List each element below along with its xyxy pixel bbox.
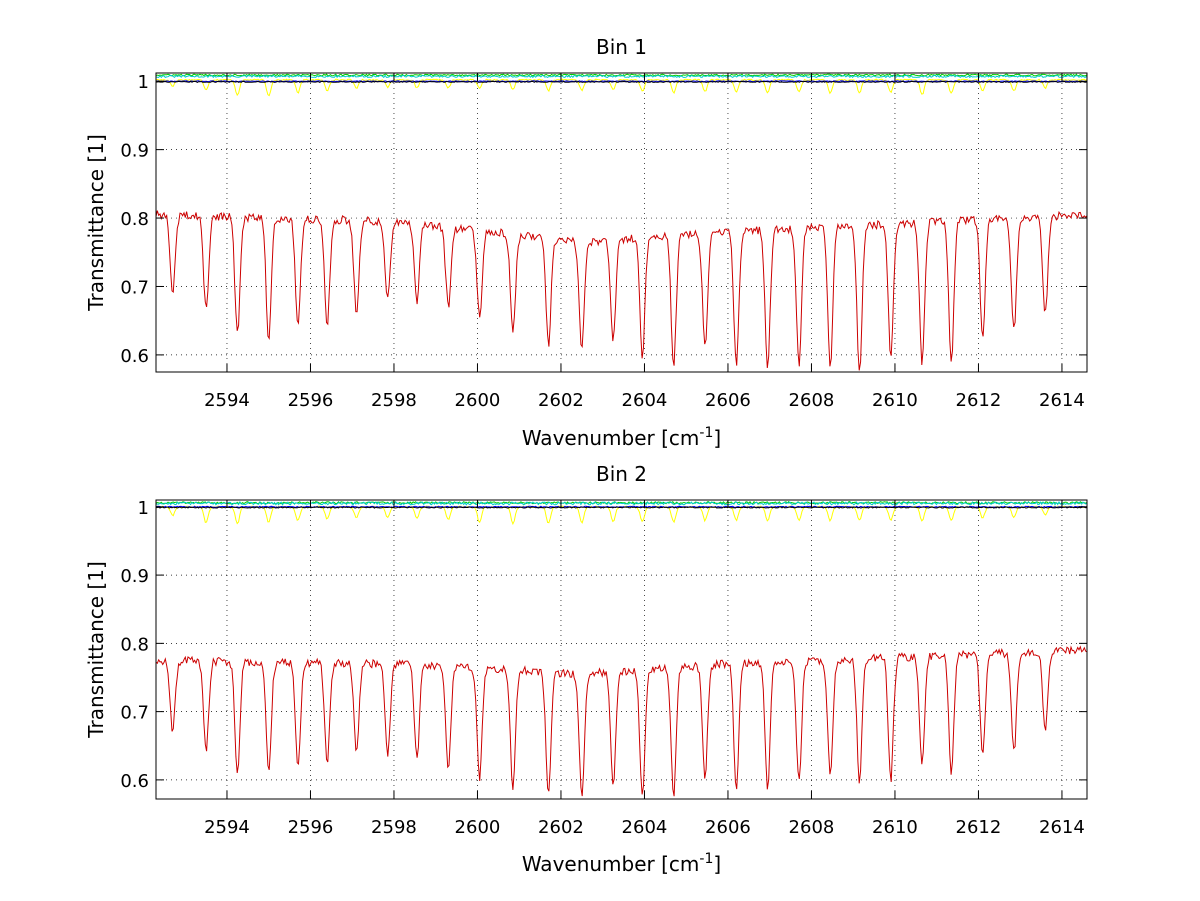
y-tick-label: 0.9 [120, 141, 149, 162]
ticks: 2594 2596 2598 2600 2602 2604 2606 2608 2610 2612… [120, 498, 1087, 838]
series-line-yellow [156, 505, 1087, 526]
series-line-red [156, 210, 1087, 371]
chart-title: Bin 2 [596, 462, 647, 486]
grid-lines [156, 73, 1087, 372]
x-tick-label: 2602 [538, 817, 584, 838]
chart-panel-bin-1: 2594 2596 2598 2600 2602 2604 2606 2608 2610 2612… [84, 35, 1088, 450]
series-line-red [156, 645, 1087, 797]
y-axis-label: Transmittance [1] [84, 561, 108, 739]
x-tick-label: 2606 [705, 817, 751, 838]
y-tick-label: 0.7 [120, 277, 149, 298]
x-axis-label-text: Wavenumber [cm [522, 426, 700, 450]
x-axis-label-end: ] [713, 852, 721, 876]
x-tick-label: 2596 [288, 390, 334, 411]
y-tick-label: 0.6 [120, 771, 149, 792]
x-tick-label: 2598 [371, 817, 417, 838]
x-tick-label: 2614 [1039, 390, 1085, 411]
x-tick-label: 2594 [204, 390, 250, 411]
x-axis-label-end: ] [713, 426, 721, 450]
chart-panel-bin-2: 2594 2596 2598 2600 2602 2604 2606 2608 2610 2612… [84, 462, 1088, 876]
y-axis-label: Transmittance [1] [84, 134, 108, 312]
ticks: 2594 2596 2598 2600 2602 2604 2606 2608 2610 2612… [120, 72, 1087, 411]
x-tick-label: 2608 [789, 390, 835, 411]
series-line-cyan [156, 501, 1087, 506]
series-line-black [156, 506, 1087, 509]
grid-lines [156, 500, 1087, 799]
y-tick-label: 1 [138, 72, 149, 93]
series-line-blue [156, 80, 1087, 83]
x-tick-label: 2600 [455, 817, 501, 838]
x-tick-label: 2614 [1039, 817, 1085, 838]
y-tick-label: 1 [138, 498, 149, 519]
y-tick-label: 0.9 [120, 566, 149, 587]
axes-box [155, 72, 1088, 373]
x-axis-label-text: Wavenumber [cm [522, 852, 700, 876]
x-tick-label: 2606 [705, 390, 751, 411]
x-tick-label: 2602 [538, 390, 584, 411]
x-tick-label: 2604 [622, 817, 668, 838]
x-axis-label-superscript: -1 [699, 851, 713, 867]
x-tick-label: 2596 [288, 817, 334, 838]
y-tick-label: 0.7 [120, 703, 149, 724]
y-tick-label: 0.6 [120, 346, 149, 367]
x-tick-label: 2604 [622, 390, 668, 411]
series-line-cyan [156, 74, 1087, 79]
x-tick-label: 2612 [956, 390, 1002, 411]
x-tick-label: 2610 [872, 817, 918, 838]
y-tick-label: 0.8 [120, 209, 149, 230]
x-axis-label: Wavenumber [cm-1] [522, 851, 721, 876]
x-axis-label-superscript: -1 [699, 425, 713, 441]
x-axis-label: Wavenumber [cm-1] [522, 425, 721, 450]
x-tick-label: 2612 [956, 817, 1002, 838]
x-tick-label: 2610 [872, 390, 918, 411]
x-tick-label: 2608 [789, 817, 835, 838]
series-line-black [156, 80, 1087, 83]
chart-title: Bin 1 [596, 35, 647, 59]
series-layer [156, 73, 1087, 371]
y-tick-label: 0.8 [120, 634, 149, 655]
x-tick-label: 2600 [455, 390, 501, 411]
axes-box [155, 499, 1088, 800]
series-line-green [156, 73, 1087, 77]
series-layer [156, 500, 1087, 797]
x-tick-label: 2594 [204, 817, 250, 838]
x-tick-label: 2598 [371, 390, 417, 411]
series-line-yellow [156, 78, 1087, 97]
